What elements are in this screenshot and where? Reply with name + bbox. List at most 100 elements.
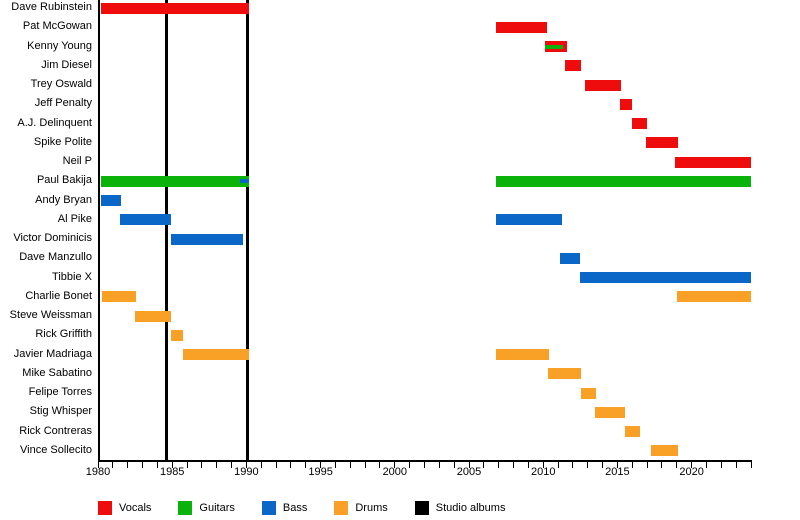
- row-label: Jeff Penalty: [34, 97, 92, 110]
- axis-tick: [156, 462, 158, 468]
- row-label: Stig Whisper: [29, 405, 92, 418]
- timeline-bar-drums: [101, 291, 136, 303]
- axis-tick: [631, 462, 633, 468]
- axis-tick: [735, 462, 737, 468]
- row-label: Dave Rubinstein: [11, 1, 92, 13]
- row-label: Neil P: [62, 155, 92, 167]
- row-label: Jim Diesel: [41, 58, 92, 71]
- legend-label: Vocals: [119, 502, 152, 514]
- timeline-bar-vocals: [645, 137, 678, 149]
- row-label: Dave Manzullo: [19, 251, 92, 264]
- timeline-bar-bass: [580, 272, 751, 283]
- row-label: Trey Oswald: [30, 78, 92, 90]
- row-label: Pat McGowan: [22, 20, 92, 33]
- timeline-bar-overlay-bass: [240, 179, 250, 184]
- row-label: Tibbie X: [52, 270, 92, 283]
- plot-area: 1980 1985 1990 1995 2000 2005 2010 2015 2020 Dave…: [9, 0, 752, 478]
- legend-swatch-guitars: [178, 501, 193, 515]
- axis-tick: [691, 462, 693, 468]
- row-label: Spike Polite: [33, 135, 92, 148]
- axis-tick: [705, 462, 707, 468]
- timeline-bar-vocals: [584, 79, 622, 91]
- axis-tick: [127, 462, 129, 468]
- axis-tick: [646, 462, 648, 468]
- timeline-bar-drums: [624, 426, 641, 437]
- row-label: Victor Dominicis: [13, 232, 92, 244]
- legend-swatch-bass: [261, 501, 276, 515]
- axis-tick: [513, 462, 515, 468]
- axis-tick: [394, 462, 396, 468]
- row-label: Rick Griffith: [35, 328, 92, 341]
- x-axis-line: [98, 460, 752, 462]
- axis-tick: [245, 462, 247, 468]
- axis-tick: [305, 462, 307, 468]
- axis-tick: [142, 462, 144, 468]
- row-label: Mike Sabatino: [22, 366, 92, 379]
- axis-tick: [572, 462, 574, 468]
- axis-tick: [186, 462, 188, 468]
- axis-tick-label: 2015: [605, 466, 630, 478]
- axis-tick: [201, 462, 203, 468]
- studio-album-line: [245, 0, 249, 462]
- axis-tick: [438, 462, 440, 468]
- axis-tick: [171, 462, 173, 468]
- axis-tick-label: 1985: [159, 466, 185, 478]
- axis-tick-label: 2020: [679, 466, 704, 478]
- row-label: Charlie Bonet: [25, 289, 92, 302]
- legend: Vocals Guitars Bass Drums Studio albums: [98, 501, 505, 515]
- timeline-bar-bass: [495, 214, 562, 226]
- axis-tick: [260, 462, 262, 468]
- axis-tick: [424, 462, 425, 468]
- axis-tick: [453, 462, 455, 468]
- axis-tick: [216, 462, 218, 468]
- axis-tick: [587, 462, 589, 468]
- timeline-bar-drums: [581, 387, 596, 399]
- timeline-bar-guitars: [495, 175, 751, 187]
- axis-tick: [275, 462, 277, 468]
- y-axis-line: [98, 0, 100, 462]
- legend-label: Studio albums: [435, 502, 506, 514]
- legend-item-guitars: Guitars: [178, 501, 235, 515]
- timeline-bar-bass: [100, 195, 121, 206]
- legend-item-drums: Drums: [334, 501, 388, 515]
- axis-tick: [320, 462, 322, 468]
- row-label: Rick Contreras: [19, 424, 92, 437]
- axis-tick-label: 2005: [456, 466, 482, 478]
- row-label: Kenny Young: [27, 39, 92, 52]
- axis-tick: [750, 462, 752, 468]
- timeline-bar-vocals: [675, 156, 751, 168]
- axis-tick: [97, 462, 99, 468]
- legend-item-vocals: Vocals: [98, 501, 151, 515]
- axis-tick: [602, 462, 604, 468]
- axis-tick-label: 2010: [530, 466, 556, 478]
- legend-label: Drums: [355, 502, 388, 514]
- timeline-bar-drums: [495, 349, 550, 360]
- row-label: Andy Bryan: [35, 193, 92, 206]
- timeline-bar-drums: [650, 445, 678, 457]
- axis-tick: [112, 462, 114, 468]
- row-label: Steve Weissman: [9, 309, 92, 321]
- axis-tick: [483, 462, 485, 468]
- row-label: Javier Madriaga: [13, 347, 92, 360]
- axis-tick: [557, 462, 559, 468]
- axis-tick: [364, 462, 366, 468]
- timeline-bar-overlay-guitars: [545, 44, 564, 49]
- axis-tick: [616, 462, 618, 468]
- axis-tick: [527, 462, 529, 468]
- timeline-bar-drums: [595, 406, 625, 418]
- timeline-bar-vocals: [495, 21, 547, 33]
- row-label: Vince Sollecito: [20, 443, 92, 456]
- row-label: A.J. Delinquent: [17, 116, 92, 129]
- axis-tick: [468, 462, 470, 468]
- axis-tick-label: 1995: [308, 466, 333, 478]
- axis-tick: [334, 462, 336, 468]
- legend-item-bass: Bass: [261, 501, 307, 515]
- axis-tick: [290, 462, 292, 468]
- legend-swatch-albums: [414, 501, 429, 515]
- timeline-bar-vocals: [100, 2, 250, 14]
- legend-swatch-vocals: [98, 501, 112, 515]
- axis-tick-label: 1980: [85, 466, 111, 478]
- timeline-bar-drums: [135, 310, 171, 322]
- timeline-bar-vocals: [632, 118, 648, 129]
- timeline-bar-bass: [120, 214, 171, 226]
